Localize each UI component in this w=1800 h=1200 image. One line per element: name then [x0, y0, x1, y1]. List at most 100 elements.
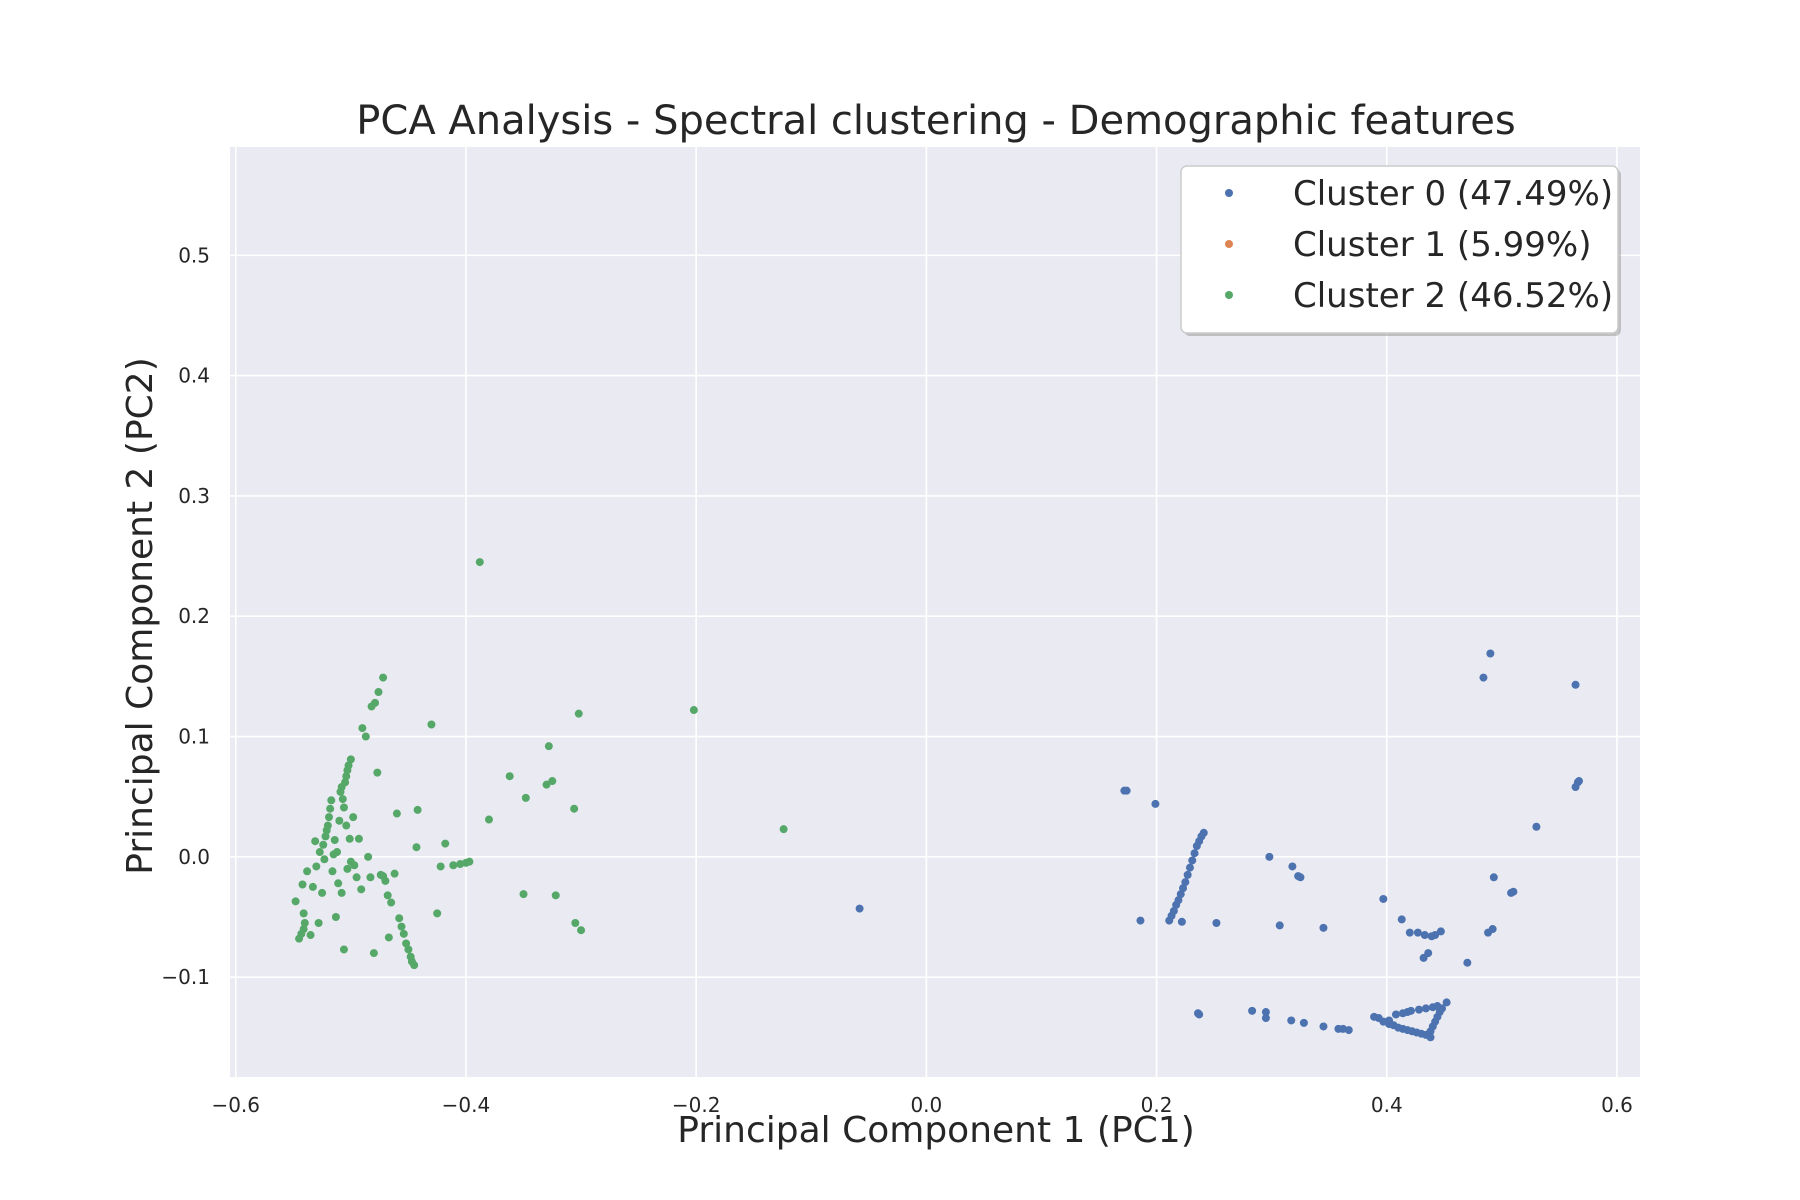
y-tick-label: 0.2	[178, 604, 210, 628]
legend: Cluster 0 (47.49%) Cluster 1 (5.99%) Clust…	[1180, 165, 1621, 336]
legend-marker-cluster-1	[1225, 240, 1233, 248]
cluster-2-point	[331, 912, 340, 921]
cluster-0-point	[1136, 916, 1145, 925]
cluster-2-point	[300, 919, 309, 928]
cluster-2-point	[449, 861, 458, 870]
cluster-0-point	[1424, 949, 1433, 958]
cluster-2-point	[475, 558, 484, 567]
cluster-2-point	[465, 857, 474, 866]
cluster-2-point	[519, 890, 528, 899]
cluster-2-point	[339, 945, 348, 954]
cluster-2-point	[324, 813, 333, 822]
cluster-0-point	[1288, 862, 1297, 871]
cluster-2-point	[399, 929, 408, 938]
cluster-0-point	[1296, 873, 1305, 882]
cluster-2-point	[374, 688, 383, 697]
cluster-0-point	[1479, 673, 1488, 682]
cluster-2-point	[384, 933, 393, 942]
cluster-0-point	[1195, 1010, 1204, 1019]
cluster-0-point	[1415, 1005, 1424, 1014]
cluster-0-point	[1179, 884, 1188, 893]
cluster-0-point	[1509, 887, 1518, 896]
cluster-2-point	[369, 949, 378, 958]
cluster-2-point	[548, 777, 557, 786]
cluster-2-point	[291, 897, 300, 906]
legend-marker-cluster-2	[1225, 291, 1233, 299]
cluster-2-point	[323, 821, 332, 830]
y-axis-label: Principal Component 2 (PC2)	[120, 357, 161, 874]
cluster-2-point	[299, 925, 308, 934]
cluster-0-point	[1574, 777, 1583, 786]
cluster-2-point	[570, 804, 579, 813]
data-points	[291, 558, 1583, 1042]
cluster-0-point	[1183, 870, 1192, 879]
cluster-2-point	[484, 815, 493, 824]
cluster-2-point	[373, 768, 382, 777]
cluster-0-point	[1185, 863, 1194, 872]
y-tick-label: 0.1	[178, 725, 210, 749]
cluster-2-point	[371, 698, 380, 707]
legend-label-cluster-0: Cluster 0 (47.49%)	[1293, 174, 1613, 214]
y-tick-label: 0.4	[178, 364, 210, 388]
x-tick-label: 0.0	[910, 1093, 942, 1117]
cluster-2-point	[343, 864, 352, 873]
cluster-2-point	[505, 772, 514, 781]
cluster-2-point	[311, 837, 320, 846]
cluster-2-point	[404, 945, 413, 954]
cluster-0-point	[1420, 931, 1429, 940]
cluster-0-point	[1344, 1026, 1353, 1035]
cluster-2-point	[342, 772, 351, 781]
cluster-0-point	[1571, 680, 1580, 689]
cluster-0-point	[1212, 919, 1221, 928]
cluster-2-point	[315, 848, 324, 857]
cluster-2-point	[335, 816, 344, 825]
cluster-0-point	[1436, 927, 1445, 936]
cluster-2-point	[318, 888, 327, 897]
cluster-2-point	[433, 909, 442, 918]
cluster-2-point	[306, 931, 315, 940]
cluster-2-point	[299, 909, 308, 918]
cluster-2-point	[577, 926, 586, 935]
cluster-2-point	[410, 961, 419, 970]
cluster-0-point	[1405, 928, 1414, 937]
y-tick-label: 0.3	[178, 484, 210, 508]
cluster-2-point	[357, 885, 366, 894]
cluster-0-point	[1181, 878, 1190, 887]
cluster-2-point	[551, 891, 560, 900]
cluster-0-point	[1177, 917, 1186, 926]
cluster-2-point	[345, 834, 354, 843]
cluster-0-point	[1174, 896, 1183, 905]
cluster-0-point	[1421, 1004, 1430, 1013]
legend-label-cluster-2: Cluster 2 (46.52%)	[1293, 276, 1613, 316]
cluster-0-point	[1319, 1022, 1328, 1031]
cluster-2-point	[308, 882, 317, 891]
cluster-0-point	[1248, 1006, 1257, 1015]
cluster-2-point	[441, 839, 450, 848]
cluster-2-point	[303, 867, 312, 876]
cluster-0-point	[1176, 890, 1185, 899]
x-tick-label: −0.2	[672, 1093, 721, 1117]
cluster-0-point	[1463, 958, 1472, 967]
cluster-0-point	[1261, 1014, 1270, 1023]
cluster-2-point	[312, 862, 321, 871]
legend-label-cluster-1: Cluster 1 (5.99%)	[1293, 225, 1591, 265]
x-axis-label: Principal Component 1 (PC1)	[677, 1110, 1194, 1151]
cluster-2-point	[366, 873, 375, 882]
cluster-2-point	[319, 840, 328, 849]
x-tick-label: −0.6	[211, 1093, 260, 1117]
cluster-2-point	[344, 761, 353, 770]
cluster-2-point	[350, 861, 359, 870]
cluster-0-point	[1486, 649, 1495, 658]
cluster-2-point	[354, 834, 363, 843]
cluster-0-point	[1397, 915, 1406, 924]
cluster-2-point	[387, 898, 396, 907]
cluster-0-point	[1299, 1018, 1308, 1027]
cluster-2-point	[379, 673, 388, 682]
chart-title: PCA Analysis - Spectral clustering - Dem…	[356, 98, 1515, 144]
cluster-2-point	[314, 919, 323, 928]
cluster-2-point	[412, 843, 421, 852]
cluster-0-point	[1199, 828, 1208, 837]
cluster-2-point	[571, 919, 580, 928]
cluster-0-point	[1169, 906, 1178, 915]
